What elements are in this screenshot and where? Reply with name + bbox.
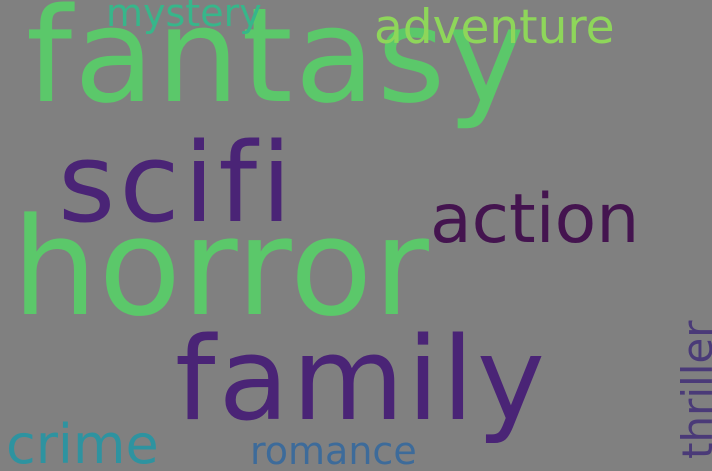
word-mystery: mystery [106,0,262,35]
word-thriller: thriller [673,320,712,459]
word-romance: romance [250,429,417,471]
word-crime: crime [6,413,159,471]
word-horror: horror [12,189,430,346]
word-action: action [430,180,640,259]
word-scifi: scifi [58,119,296,247]
word-fantasy: fantasy [26,0,527,132]
word-adventure: adventure [374,0,615,55]
word-family: family [175,313,548,447]
